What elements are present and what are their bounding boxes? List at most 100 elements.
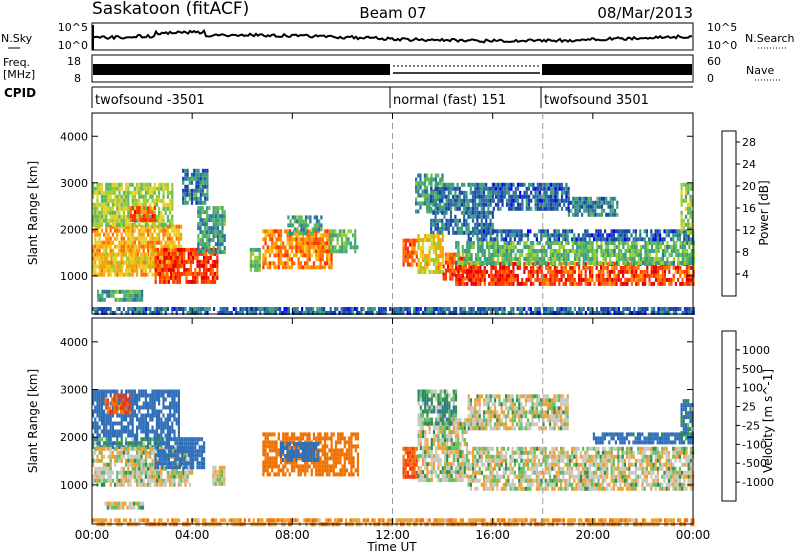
heatmap-cell — [111, 421, 114, 426]
heatmap-cell — [661, 261, 665, 265]
heatmap-cell — [534, 206, 537, 211]
heatmap-cell — [262, 261, 265, 266]
heatmap-cell — [173, 240, 176, 245]
heatmap-cell — [499, 265, 502, 270]
heatmap-cell — [612, 233, 615, 238]
heatmap-cell — [323, 311, 326, 315]
heatmap-cell — [128, 394, 131, 399]
heatmap-cell — [151, 437, 154, 442]
heatmap-cell — [116, 206, 119, 211]
heatmap-cell — [534, 257, 537, 261]
heatmap-cell — [478, 229, 481, 234]
heatmap-cell — [144, 311, 147, 315]
heatmap-cell — [94, 307, 97, 311]
heatmap-cell — [204, 180, 207, 185]
heatmap-cell — [321, 257, 324, 262]
heatmap-cell — [120, 429, 123, 434]
heatmap-cell — [619, 265, 622, 270]
heatmap-cell — [118, 429, 121, 434]
heatmap-cell — [510, 281, 513, 286]
heatmap-cell — [482, 198, 486, 203]
heatmap-cell — [688, 281, 691, 286]
heatmap-cell — [562, 265, 565, 270]
heatmap-cell — [532, 265, 535, 270]
heatmap-cell — [501, 269, 504, 274]
heatmap-cell — [116, 268, 119, 273]
heatmap-cell — [430, 209, 433, 214]
heatmap-cell — [432, 194, 435, 199]
heatmap-cell — [518, 265, 522, 270]
heatmap-cell — [395, 311, 398, 315]
heatmap-cell — [125, 222, 128, 227]
heatmap-cell — [171, 311, 174, 315]
heatmap-cell — [103, 248, 106, 253]
heatmap-cell — [445, 194, 448, 199]
heatmap-cell — [530, 206, 533, 211]
cpid-label: CPID — [4, 86, 36, 100]
heatmap-cell — [194, 267, 197, 272]
heatmap-cell — [178, 259, 181, 264]
heatmap-cell — [107, 210, 110, 215]
heatmap-cell — [138, 194, 141, 199]
heatmap-cell — [332, 237, 335, 242]
heatmap-cell — [107, 413, 110, 418]
heatmap-cell — [572, 200, 575, 205]
heatmap-cell — [648, 281, 651, 286]
heatmap-cell — [210, 230, 213, 235]
heatmap-cell — [650, 281, 653, 286]
heatmap-cell — [104, 398, 107, 403]
heatmap-cell — [411, 242, 414, 247]
heatmap-cell — [565, 253, 568, 257]
heatmap-cell — [109, 393, 112, 398]
heatmap-cell — [107, 232, 110, 237]
heatmap-cell — [443, 182, 446, 187]
heatmap-cell — [661, 281, 664, 286]
heatmap-cell — [437, 234, 440, 238]
freq-bar-segment-1 — [93, 64, 390, 75]
heatmap-cell — [184, 192, 187, 197]
heatmap-cell — [615, 273, 618, 278]
heatmap-cell — [147, 190, 150, 195]
heatmap-cell — [153, 409, 156, 414]
heatmap-cell — [510, 182, 513, 187]
heatmap-cell — [296, 215, 299, 220]
heatmap-cell — [268, 265, 272, 270]
heatmap-cell — [305, 311, 308, 315]
heatmap-cell — [510, 206, 513, 211]
heatmap-cell — [116, 297, 119, 302]
heatmap-cell — [600, 311, 603, 315]
heatmap-cell — [338, 311, 341, 315]
heatmap-cell — [140, 429, 143, 434]
heatmap-cell — [536, 249, 539, 253]
heatmap-cell — [203, 279, 206, 284]
heatmap-cell — [190, 188, 194, 193]
heatmap-cell — [630, 269, 633, 274]
heatmap-cell — [195, 176, 198, 181]
heatmap-cell — [279, 307, 282, 311]
heatmap-cell — [664, 307, 667, 311]
heatmap-cell — [523, 182, 526, 187]
heatmap-cell — [496, 273, 500, 278]
heatmap-cell — [560, 307, 563, 311]
heatmap-cell — [208, 214, 211, 219]
heatmap-cell — [607, 204, 610, 209]
heatmap-cell — [458, 190, 461, 195]
heatmap-cell — [546, 233, 549, 238]
heatmap-cell — [606, 273, 609, 278]
heatmap-cell — [432, 222, 435, 227]
heatmap-cell — [100, 311, 103, 315]
heatmap-cell — [340, 229, 344, 234]
heatmap-cell — [308, 257, 311, 262]
heatmap-cell — [631, 249, 634, 253]
heatmap-cell — [217, 230, 220, 235]
heatmap-cell — [206, 246, 209, 251]
heatmap-cell — [171, 202, 174, 207]
heatmap-cell — [659, 229, 662, 234]
heatmap-cell — [545, 249, 548, 253]
heatmap-cell — [460, 268, 463, 273]
heatmap-cell — [509, 237, 512, 242]
heatmap-cell — [129, 228, 132, 233]
heatmap-cell — [483, 237, 486, 242]
heatmap-cell — [100, 454, 103, 459]
heatmap-cell — [470, 257, 473, 261]
